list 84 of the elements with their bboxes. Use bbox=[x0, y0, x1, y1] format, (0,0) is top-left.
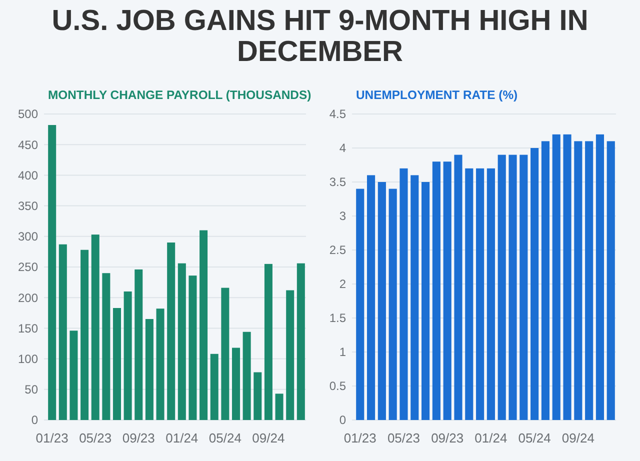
bar bbox=[112, 308, 121, 420]
x-tick-label: 01/24 bbox=[166, 430, 198, 446]
y-tick-label: 250 bbox=[18, 260, 38, 274]
x-tick-label: 09/24 bbox=[562, 430, 594, 446]
y-tick-label: 300 bbox=[18, 230, 38, 244]
y-tick-label: 200 bbox=[18, 290, 38, 305]
y-tick-label: 0.5 bbox=[329, 379, 346, 394]
x-tick-label: 05/23 bbox=[79, 430, 112, 446]
bar bbox=[422, 182, 430, 420]
bar bbox=[563, 134, 572, 420]
bar bbox=[286, 290, 294, 420]
bar bbox=[356, 188, 364, 420]
bar bbox=[432, 162, 440, 420]
y-tick-label: 350 bbox=[18, 199, 38, 213]
bar bbox=[541, 141, 550, 420]
bar bbox=[145, 319, 154, 420]
bar bbox=[388, 188, 397, 420]
bar bbox=[188, 276, 197, 420]
chart-title: MONTHLY CHANGE PAYROLL (THOUSANDS) bbox=[48, 88, 312, 102]
y-tick-label: 400 bbox=[18, 168, 38, 182]
bar bbox=[410, 175, 419, 420]
bar bbox=[486, 168, 495, 420]
bar bbox=[378, 182, 386, 420]
bar bbox=[400, 168, 408, 420]
bar bbox=[91, 234, 100, 420]
x-tick-label: 09/23 bbox=[122, 430, 155, 446]
bar bbox=[606, 141, 615, 420]
bar bbox=[124, 291, 132, 420]
y-tick-label: 2 bbox=[339, 277, 346, 292]
y-tick-label: 100 bbox=[18, 352, 38, 366]
y-tick-label: 3.5 bbox=[329, 175, 346, 190]
x-tick-label: 01/24 bbox=[474, 430, 508, 446]
bar bbox=[70, 330, 78, 420]
y-tick-label: 500 bbox=[18, 107, 38, 122]
y-tick-label: 150 bbox=[18, 321, 38, 336]
bar bbox=[574, 141, 582, 420]
bar bbox=[275, 394, 284, 420]
bar bbox=[242, 332, 251, 420]
x-tick-label: 01/23 bbox=[344, 430, 376, 446]
bar bbox=[200, 230, 208, 420]
bar bbox=[508, 154, 517, 420]
chart-title: UNEMPLOYMENT RATE (%) bbox=[356, 88, 518, 102]
bar bbox=[102, 273, 110, 420]
y-tick-label: 1.5 bbox=[329, 311, 346, 326]
x-tick-label: 05/24 bbox=[208, 430, 242, 446]
y-tick-label: 3 bbox=[339, 209, 346, 224]
text: U.S. JOB GAINS HIT 9-MONTH HIGH IN DECEMBER bbox=[52, 5, 588, 68]
bar bbox=[178, 263, 186, 420]
bar bbox=[498, 154, 506, 420]
bar bbox=[80, 250, 89, 420]
y-tick-label: 0 bbox=[31, 413, 38, 428]
bar bbox=[254, 372, 262, 420]
bar bbox=[596, 134, 604, 420]
bar bbox=[264, 264, 272, 420]
x-tick-label: 05/23 bbox=[387, 430, 420, 446]
x-tick-label: 09/24 bbox=[252, 430, 285, 446]
bar bbox=[210, 354, 218, 420]
bar bbox=[465, 168, 474, 420]
bar bbox=[520, 154, 528, 420]
y-tick-label: 1 bbox=[339, 345, 346, 360]
x-tick-label: 09/23 bbox=[431, 430, 464, 446]
y-tick-label: 4.5 bbox=[329, 107, 346, 122]
bar bbox=[530, 148, 539, 420]
y-tick-label: 2.5 bbox=[329, 243, 346, 258]
bar bbox=[476, 168, 484, 420]
x-tick-label: 01/23 bbox=[36, 430, 68, 446]
bar bbox=[134, 269, 143, 420]
y-tick-label: 0 bbox=[339, 413, 346, 428]
bar bbox=[296, 263, 305, 420]
y-tick-label: 4 bbox=[339, 141, 346, 156]
y-tick-label: 450 bbox=[18, 138, 38, 152]
bar bbox=[156, 308, 164, 420]
x-tick-label: 05/24 bbox=[518, 430, 551, 446]
y-tick-label: 50 bbox=[24, 382, 38, 397]
bar bbox=[454, 154, 462, 420]
bar bbox=[58, 244, 67, 420]
bar bbox=[167, 242, 176, 420]
bar bbox=[552, 134, 560, 420]
bar bbox=[221, 288, 230, 420]
bar bbox=[443, 162, 452, 420]
bar bbox=[366, 175, 376, 420]
bar bbox=[585, 141, 594, 420]
bar bbox=[48, 125, 56, 420]
bar bbox=[232, 348, 240, 420]
